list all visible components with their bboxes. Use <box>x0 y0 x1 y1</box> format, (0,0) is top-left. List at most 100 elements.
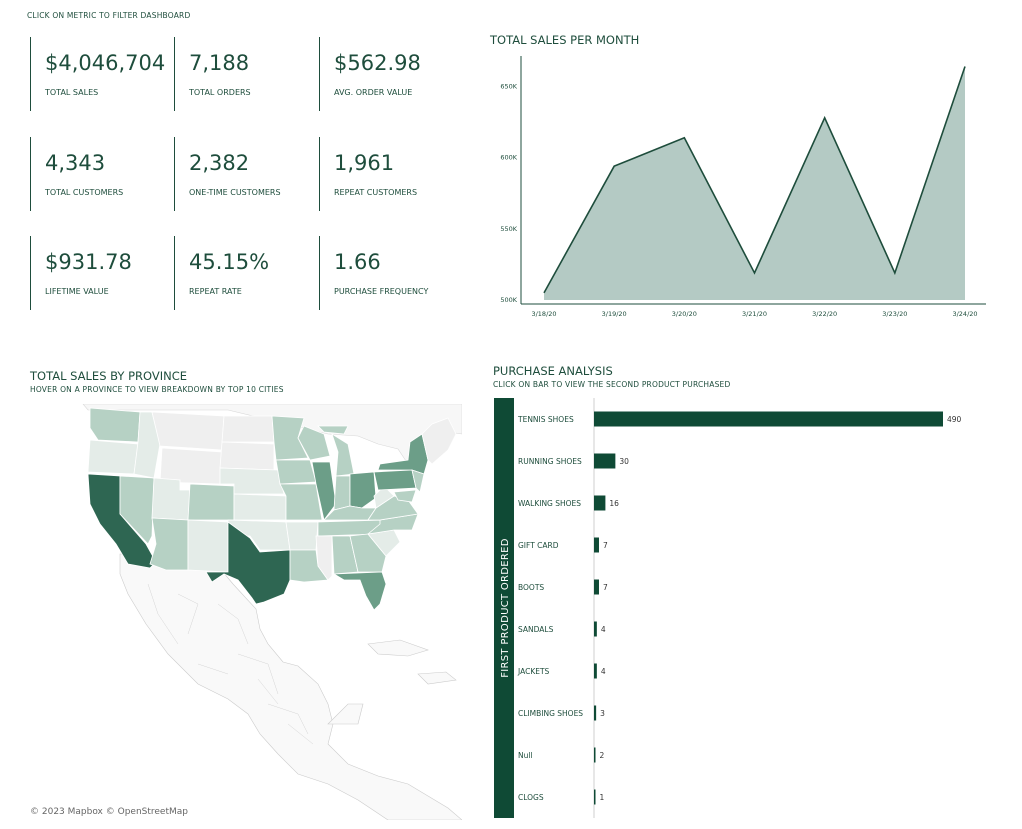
bar[interactable] <box>594 747 596 763</box>
kpi-one-time-customers[interactable]: 2,382 ONE-TIME CUSTOMERS <box>174 137 315 211</box>
bar[interactable] <box>594 705 597 721</box>
state-minnesota[interactable] <box>271 415 309 461</box>
map-title: TOTAL SALES BY PROVINCE <box>30 369 188 383</box>
bar[interactable] <box>594 579 599 595</box>
kpi-total-customers[interactable]: 4,343 TOTAL CUSTOMERS <box>30 137 171 211</box>
bar-value-label: 7 <box>603 541 608 550</box>
bar-category-label: Null <box>518 751 533 760</box>
sales-point[interactable] <box>681 135 687 141</box>
kpi-label: TOTAL ORDERS <box>189 88 251 97</box>
map-subtitle: HOVER ON A PROVINCE TO VIEW BREAKDOWN BY… <box>30 385 284 394</box>
purchase-analysis-chart[interactable]: FIRST PRODUCT ORDERED TENNIS SHOES 490 RUN… <box>493 398 1003 822</box>
y-tick-label: 500K <box>500 296 517 304</box>
kpi-repeat-customers[interactable]: 1,961 REPEAT CUSTOMERS <box>319 137 460 211</box>
state-georgia[interactable] <box>349 533 387 573</box>
state-new-mexico[interactable] <box>187 519 229 573</box>
bar-value-label: 3 <box>600 709 605 718</box>
axis-title-first-product: FIRST PRODUCT ORDERED <box>500 538 511 678</box>
state-florida[interactable] <box>332 571 387 611</box>
bar-value-label: 16 <box>609 499 619 508</box>
bar[interactable] <box>594 537 599 553</box>
kpi-total-sales[interactable]: $4,046,704 TOTAL SALES <box>30 37 171 111</box>
bar-category-label: CLIMBING SHOES <box>518 709 583 718</box>
sales-series-line[interactable] <box>543 66 966 294</box>
state-mississippi[interactable] <box>315 535 333 581</box>
state-wisconsin[interactable] <box>297 425 331 461</box>
sales-point[interactable] <box>822 115 828 121</box>
caribbean-islands <box>367 639 457 685</box>
state-michigan[interactable] <box>317 425 355 477</box>
sales-chart-title: TOTAL SALES PER MONTH <box>490 33 640 47</box>
bar[interactable] <box>594 789 596 805</box>
state-missouri[interactable] <box>279 483 323 521</box>
sales-area-fill <box>544 66 965 301</box>
bar[interactable] <box>594 411 943 427</box>
kpi-value: 45.15% <box>189 250 270 274</box>
state-nevada[interactable] <box>119 475 155 545</box>
state-arkansas[interactable] <box>285 521 319 551</box>
mexico-region <box>119 553 462 820</box>
state-wyoming[interactable] <box>159 447 223 485</box>
state-iowa[interactable] <box>275 459 317 485</box>
province-sales-map[interactable] <box>28 404 462 820</box>
kpi-label: ONE-TIME CUSTOMERS <box>189 188 281 197</box>
bar-value-label: 1 <box>600 793 605 802</box>
kpi-label: AVG. ORDER VALUE <box>334 88 413 97</box>
x-tick-label: 3/24/20 <box>952 310 977 318</box>
y-tick-label: 600K <box>500 154 517 162</box>
kpi-label: REPEAT CUSTOMERS <box>334 188 418 197</box>
kpi-lifetime-value[interactable]: $931.78 LIFETIME VALUE <box>30 236 171 310</box>
bar-value-label: 30 <box>619 457 629 466</box>
kpi-value: $4,046,704 <box>45 51 166 75</box>
state-pennsylvania[interactable] <box>373 469 417 491</box>
sales-point[interactable] <box>541 290 547 296</box>
sales-point[interactable] <box>962 64 968 70</box>
state-indiana[interactable] <box>333 475 351 511</box>
x-tick-label: 3/21/20 <box>742 310 767 318</box>
kpi-label: TOTAL CUSTOMERS <box>45 188 124 197</box>
kpi-label: LIFETIME VALUE <box>45 287 109 296</box>
yucatan-region <box>327 703 364 725</box>
bar[interactable] <box>594 453 616 469</box>
state-ohio[interactable] <box>349 471 377 509</box>
kpi-total-orders[interactable]: 7,188 TOTAL ORDERS <box>174 37 315 111</box>
state-mid-atlantic[interactable] <box>393 469 425 503</box>
kpi-purchase-frequency[interactable]: 1.66 PURCHASE FREQUENCY <box>319 236 460 310</box>
map-attribution[interactable]: © 2023 Mapbox © OpenStreetMap <box>30 807 188 817</box>
us-states <box>87 407 457 611</box>
bar-value-label: 4 <box>601 667 606 676</box>
purchase-analysis-title: PURCHASE ANALYSIS <box>493 364 613 378</box>
sales-point[interactable] <box>752 270 758 276</box>
bar-category-label: JACKETS <box>517 667 550 676</box>
kpi-value: 4,343 <box>45 151 106 175</box>
bar-value-label: 490 <box>947 415 962 424</box>
state-new-england[interactable] <box>421 417 457 465</box>
state-arizona[interactable] <box>149 517 189 571</box>
sales-point[interactable] <box>892 270 898 276</box>
state-south-dakota[interactable] <box>219 441 275 471</box>
state-oregon[interactable] <box>87 439 139 475</box>
filter-hint: CLICK ON METRIC TO FILTER DASHBOARD <box>27 11 191 20</box>
state-north-dakota[interactable] <box>221 415 275 443</box>
x-tick-label: 3/22/20 <box>812 310 837 318</box>
kpi-repeat-rate[interactable]: 45.15% REPEAT RATE <box>174 236 315 310</box>
bar-category-label: WALKING SHOES <box>518 499 581 508</box>
purchase-analysis-subtitle: CLICK ON BAR TO VIEW THE SECOND PRODUCT … <box>493 380 731 389</box>
bar[interactable] <box>594 495 606 511</box>
bar[interactable] <box>594 621 597 637</box>
kpi-label: REPEAT RATE <box>189 287 242 296</box>
state-kansas[interactable] <box>233 493 287 521</box>
state-illinois[interactable] <box>311 461 337 521</box>
bar-category-label: RUNNING SHOES <box>518 457 582 466</box>
kpi-avg-order-value[interactable]: $562.98 AVG. ORDER VALUE <box>319 37 460 111</box>
state-texas[interactable] <box>205 521 291 605</box>
x-tick-label: 3/20/20 <box>672 310 697 318</box>
state-washington[interactable] <box>89 407 141 443</box>
x-tick-label: 3/23/20 <box>882 310 907 318</box>
state-montana[interactable] <box>151 411 225 451</box>
bar-category-label: CLOGS <box>518 793 544 802</box>
sales-point[interactable] <box>611 163 617 169</box>
bar[interactable] <box>594 663 597 679</box>
state-colorado[interactable] <box>187 483 235 521</box>
kpi-label: TOTAL SALES <box>45 88 99 97</box>
